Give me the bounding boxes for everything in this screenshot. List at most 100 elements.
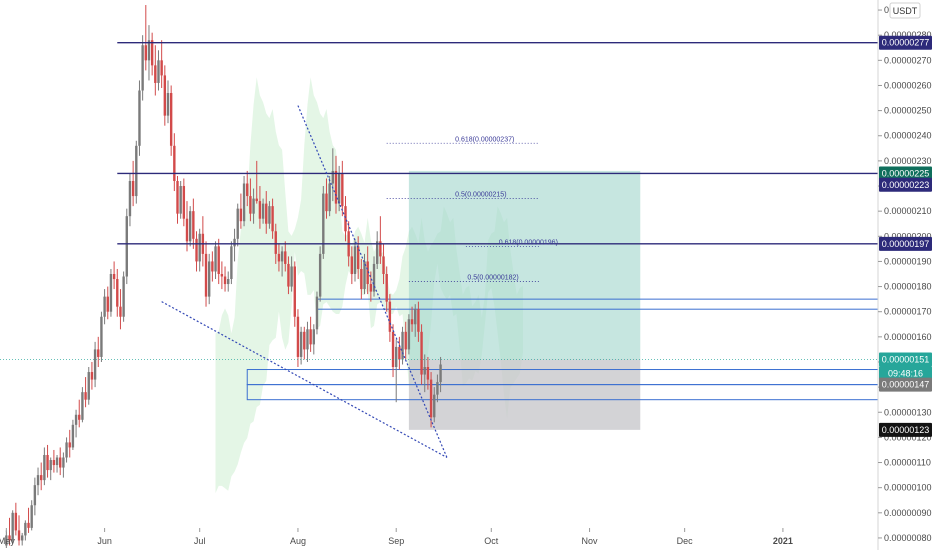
candle-body — [30, 505, 33, 528]
candle-body — [8, 535, 11, 541]
candle-body — [62, 457, 65, 468]
fib-level-label: 0.618(0.00000237) — [455, 136, 514, 143]
candle-body — [299, 331, 303, 357]
candle-body — [198, 233, 201, 262]
y-tick-label: 0.00000190 — [884, 256, 932, 266]
candle-body — [331, 170, 335, 184]
candle-body — [429, 379, 433, 418]
candle-body — [27, 522, 30, 528]
candle-body — [284, 251, 287, 264]
candle-body — [195, 238, 198, 262]
candle-body — [401, 331, 404, 360]
x-tick-label: Sep — [388, 536, 404, 546]
candle-body — [258, 201, 262, 219]
unit-selector[interactable]: USDT — [889, 2, 921, 19]
candle-body — [227, 279, 230, 285]
candle-body — [407, 319, 411, 350]
candle-body — [179, 186, 182, 214]
candle-body — [84, 392, 87, 400]
candle-body — [36, 475, 40, 486]
candle-body — [157, 60, 160, 83]
unit-button-bg[interactable] — [889, 2, 921, 19]
candle-body — [334, 170, 338, 204]
candle-body — [375, 241, 379, 264]
candle-body — [306, 329, 309, 350]
candle-body — [391, 331, 395, 368]
candle-body — [214, 246, 217, 272]
candle-body — [398, 346, 401, 360]
price-badge-bg — [879, 177, 932, 192]
candle-body — [337, 173, 341, 204]
candle-body — [369, 284, 373, 292]
candle-body — [166, 93, 170, 116]
candle-body — [318, 253, 322, 297]
x-tick-label: Oct — [484, 536, 499, 546]
candle-body — [176, 180, 179, 214]
candle-body — [131, 180, 135, 197]
candle-body — [439, 364, 442, 383]
y-tick-label: 0.00000200 — [884, 231, 932, 241]
candle-body — [436, 382, 439, 395]
candle-body — [211, 261, 214, 272]
candle-body — [81, 392, 84, 420]
candle-body — [40, 475, 43, 481]
candle-body — [154, 65, 157, 83]
y-tick-label: 0.00000270 — [884, 55, 932, 65]
candle-body — [315, 296, 319, 330]
candle-body — [14, 512, 18, 531]
target-box[interactable] — [408, 170, 641, 360]
price-badge-label: 09:48:16 — [888, 368, 923, 378]
candle-body — [268, 206, 271, 224]
price-axis[interactable]: 0.00000080 0.00000090 0.00000100 0.00000110… — [877, 0, 932, 550]
candle-body — [55, 457, 59, 466]
candle-body — [395, 346, 398, 368]
candle-body — [265, 203, 268, 224]
candle-body — [78, 414, 81, 420]
candles-layer — [5, 5, 442, 548]
x-tick-label: 2021 — [773, 536, 793, 546]
candle-body — [46, 454, 49, 471]
candle-body — [341, 173, 344, 207]
candle-body — [410, 319, 414, 325]
candle-body — [322, 193, 325, 254]
y-tick-label: 0.00000230 — [884, 156, 932, 166]
candle-body — [207, 261, 211, 297]
candle-body — [404, 331, 407, 350]
x-tick-label: May — [0, 536, 15, 546]
stop-box[interactable] — [408, 359, 641, 430]
candle-body — [280, 251, 284, 262]
fib-level-label: 0.5(0.00000182) — [467, 275, 518, 282]
price-badge-bg — [879, 422, 932, 437]
price-badges: 0.00000277 0.00000225 0.00000223 0.00000197… — [879, 35, 932, 437]
candle-body — [325, 193, 328, 212]
candle-body — [188, 211, 192, 242]
candle-body — [93, 349, 97, 380]
y-tick-label: 0.00000100 — [884, 483, 932, 493]
candle-body — [163, 75, 167, 116]
candle-body — [309, 329, 312, 345]
candle-body — [169, 93, 173, 146]
cloud-area — [215, 77, 523, 494]
fib-level-label: 0.618(0.00000196) — [499, 239, 558, 246]
unit-button-label[interactable]: USDT — [893, 6, 918, 16]
candle-body — [138, 90, 141, 146]
candle-body — [382, 256, 385, 274]
candle-body — [220, 274, 224, 277]
candle-body — [414, 309, 417, 325]
candle-body — [106, 296, 109, 312]
candle-body — [290, 266, 293, 287]
candle-body — [173, 145, 176, 181]
candle-body — [417, 309, 420, 332]
time-axis[interactable]: May Jun Jul Aug Sep Oct Nov Dec 2021 — [0, 528, 793, 546]
x-tick-label: Aug — [290, 536, 306, 546]
candle-body — [433, 394, 436, 418]
candle-body — [360, 268, 363, 290]
candle-body — [277, 253, 281, 262]
x-tick-label: Jul — [194, 536, 206, 546]
y-tick-label: 0.00000110 — [884, 458, 931, 468]
candle-body — [328, 183, 331, 212]
candle-body — [100, 316, 103, 357]
candle-body — [385, 274, 388, 302]
